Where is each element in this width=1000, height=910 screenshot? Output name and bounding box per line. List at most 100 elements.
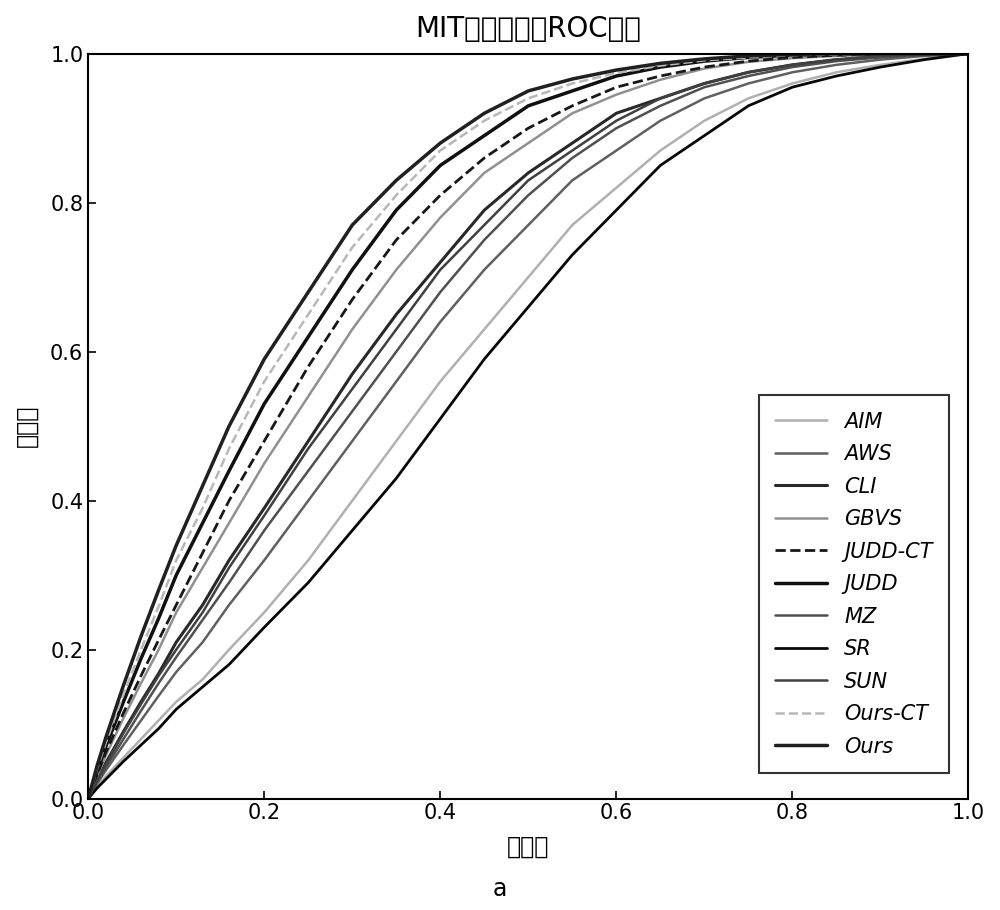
JUDD-CT <box>698 62 710 73</box>
Ours-CT <box>742 52 754 63</box>
AIM <box>91 782 103 793</box>
AIM <box>830 66 842 77</box>
CLI <box>135 696 147 707</box>
SUN <box>654 93 666 104</box>
AIM <box>698 116 710 126</box>
AWS <box>258 555 270 566</box>
AIM <box>434 376 446 387</box>
MZ <box>197 614 209 625</box>
Ours-CT <box>258 376 270 387</box>
GBVS <box>170 607 182 618</box>
MZ <box>302 465 314 476</box>
JUDD-CT <box>197 547 209 558</box>
GBVS <box>258 458 270 469</box>
JUDD <box>197 518 209 529</box>
Ours-CT <box>654 60 666 71</box>
JUDD-CT <box>522 123 534 134</box>
Ours <box>91 761 103 772</box>
AWS <box>830 59 842 70</box>
JUDD <box>830 49 842 60</box>
JUDD-CT <box>223 495 235 506</box>
JUDD-CT <box>830 50 842 61</box>
GBVS <box>135 678 147 689</box>
SR <box>100 774 112 784</box>
Ours-CT <box>962 48 974 59</box>
GBVS <box>197 562 209 573</box>
JUDD-CT <box>100 747 112 758</box>
JUDD <box>610 71 622 82</box>
AWS <box>82 794 94 804</box>
GBVS <box>830 50 842 61</box>
Ours-CT <box>153 601 165 612</box>
MZ <box>153 678 165 689</box>
GBVS <box>478 167 490 178</box>
AIM <box>918 54 930 65</box>
JUDD <box>698 56 710 66</box>
JUDD-CT <box>91 769 103 780</box>
GBVS <box>117 713 129 723</box>
SR <box>478 354 490 365</box>
GBVS <box>223 518 235 529</box>
GBVS <box>100 750 112 761</box>
CLI <box>390 308 402 319</box>
GBVS <box>874 49 886 60</box>
Y-axis label: 查全率: 查全率 <box>15 405 39 448</box>
JUDD <box>346 264 358 275</box>
Ours-CT <box>610 67 622 78</box>
Ours-CT <box>918 48 930 59</box>
JUDD-CT <box>434 190 446 201</box>
CLI <box>223 555 235 566</box>
SUN <box>153 671 165 682</box>
SUN <box>434 264 446 275</box>
MZ <box>918 50 930 61</box>
AWS <box>610 145 622 156</box>
MZ <box>742 71 754 82</box>
JUDD <box>874 48 886 59</box>
MZ <box>91 777 103 788</box>
AWS <box>698 93 710 104</box>
SR <box>830 71 842 82</box>
Legend: AIM, AWS, CLI, GBVS, JUDD-CT, JUDD, MZ, SR, SUN, Ours-CT, Ours: AIM, AWS, CLI, GBVS, JUDD-CT, JUDD, MZ, … <box>759 395 949 774</box>
SUN <box>478 219 490 230</box>
AWS <box>223 600 235 611</box>
AWS <box>478 264 490 275</box>
MZ <box>522 190 534 201</box>
Ours <box>87 777 99 788</box>
Line: JUDD-CT: JUDD-CT <box>88 54 968 799</box>
JUDD-CT <box>918 48 930 59</box>
AWS <box>654 116 666 126</box>
CLI <box>522 167 534 178</box>
Ours-CT <box>390 190 402 201</box>
SR <box>522 301 534 312</box>
Text: a: a <box>493 877 507 901</box>
JUDD-CT <box>170 600 182 611</box>
Ours-CT <box>135 644 147 655</box>
CLI <box>478 205 490 216</box>
SR <box>197 682 209 693</box>
GBVS <box>918 48 930 59</box>
SR <box>434 413 446 424</box>
JUDD <box>522 100 534 111</box>
AIM <box>478 324 490 335</box>
JUDD-CT <box>153 634 165 645</box>
AWS <box>135 715 147 726</box>
SUN <box>610 116 622 126</box>
GBVS <box>698 63 710 74</box>
Line: Ours-CT: Ours-CT <box>88 54 968 799</box>
Line: MZ: MZ <box>88 54 968 799</box>
SR <box>302 577 314 588</box>
JUDD-CT <box>346 294 358 305</box>
Ours <box>654 58 666 69</box>
Line: AIM: AIM <box>88 54 968 799</box>
Ours-CT <box>698 55 710 66</box>
Ours-CT <box>434 145 446 156</box>
SR <box>566 249 578 260</box>
GBVS <box>654 75 666 86</box>
Ours-CT <box>346 242 358 253</box>
JUDD-CT <box>610 82 622 93</box>
MZ <box>434 287 446 298</box>
SR <box>117 756 129 767</box>
JUDD-CT <box>874 49 886 60</box>
Line: SUN: SUN <box>88 54 968 799</box>
CLI <box>786 59 798 70</box>
